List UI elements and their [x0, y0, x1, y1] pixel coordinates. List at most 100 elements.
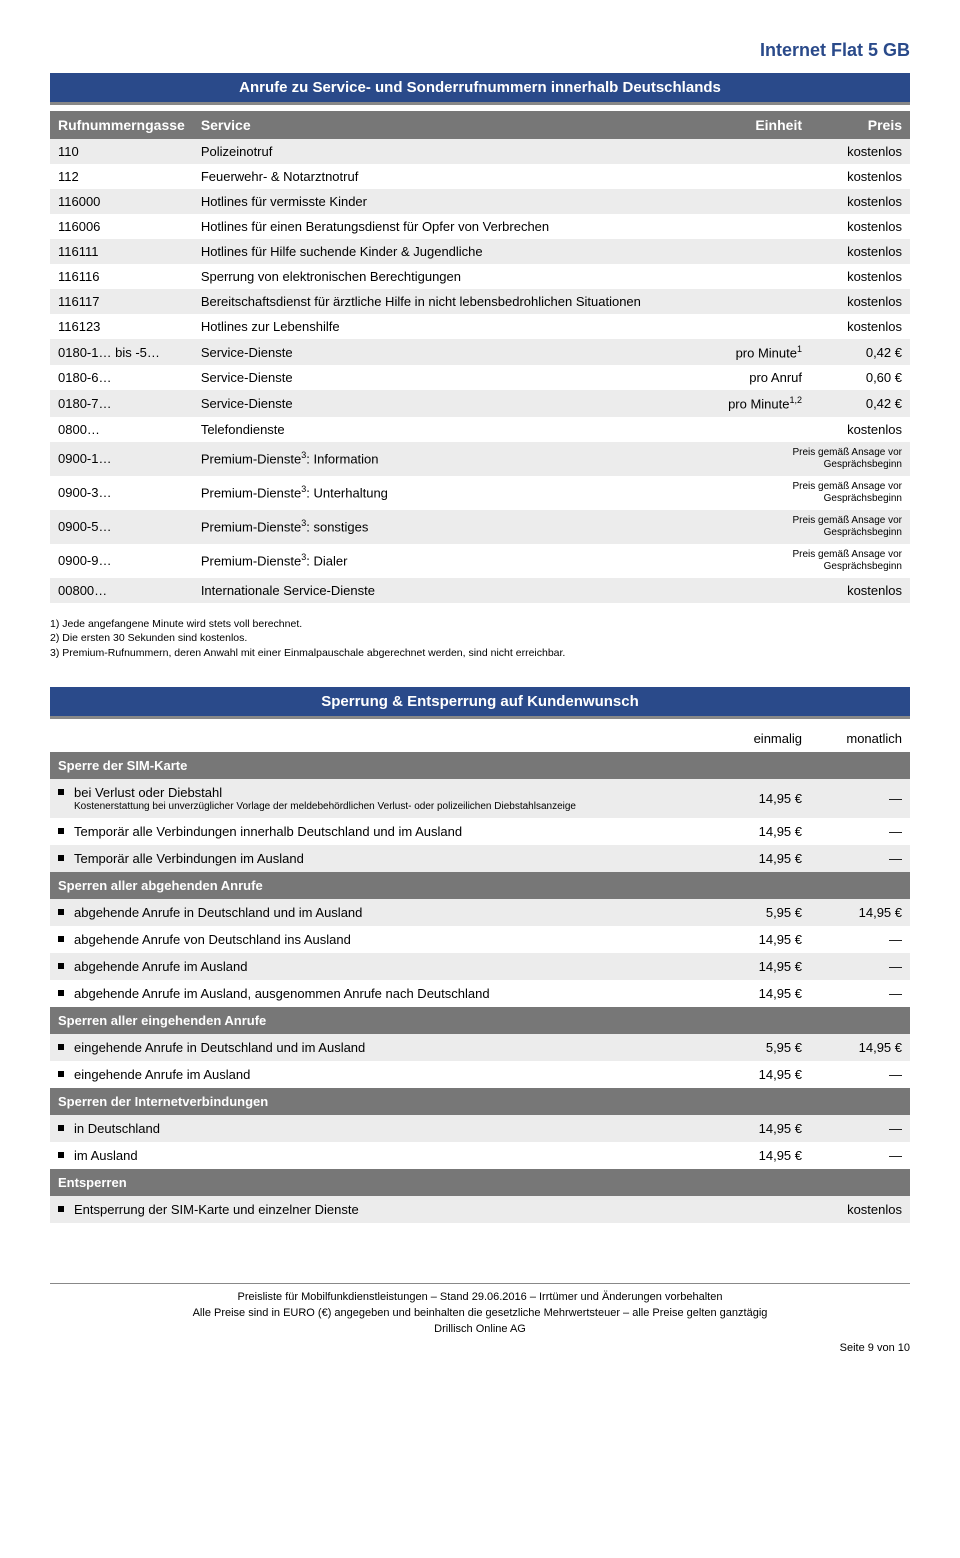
table-subhead: Sperren aller abgehenden Anrufe: [50, 872, 910, 899]
cell-label: abgehende Anrufe im Ausland: [50, 953, 710, 980]
cell-einmalig: 5,95 €: [710, 899, 810, 926]
cell-service: Service-Dienste: [193, 339, 690, 365]
sperrung-table: einmalig monatlich Sperre der SIM-Karteb…: [50, 725, 910, 1223]
table-row: 0900-5…Premium-Dienste3: sonstigesPreis …: [50, 510, 910, 544]
cell-einmalig: 14,95 €: [710, 845, 810, 872]
page-footer: Preisliste für Mobilfunkdienstleistungen…: [50, 1283, 910, 1357]
cell-price: kostenlos: [690, 264, 910, 289]
footer-line3: Drillisch Online AG: [50, 1322, 910, 1338]
table-row: in Deutschland14,95 €—: [50, 1115, 910, 1142]
cell-service: Bereitschaftsdienst für ärztliche Hilfe …: [193, 289, 690, 314]
cell-price: kostenlos: [690, 139, 910, 164]
bullet-icon: [58, 1206, 64, 1212]
table-row: abgehende Anrufe im Ausland, ausgenommen…: [50, 980, 910, 1007]
bullet-icon: [58, 1071, 64, 1077]
cell-price: kostenlos: [690, 164, 910, 189]
cell-einmalig: 14,95 €: [710, 953, 810, 980]
subhead-cell: Entsperren: [50, 1169, 910, 1196]
bullet-icon: [58, 855, 64, 861]
cell-number: 116000: [50, 189, 193, 214]
cell-number: 112: [50, 164, 193, 189]
table-row: 110Polizeinotrufkostenlos: [50, 139, 910, 164]
cell-monatlich: —: [810, 818, 910, 845]
cell-label: abgehende Anrufe im Ausland, ausgenommen…: [50, 980, 710, 1007]
cell-price: kostenlos: [690, 289, 910, 314]
cell-label: Temporär alle Verbindungen innerhalb Deu…: [50, 818, 710, 845]
cell-price: kostenlos: [690, 239, 910, 264]
cell-service: Telefondienste: [193, 417, 690, 442]
table-row: 116000Hotlines für vermisste Kinderkoste…: [50, 189, 910, 214]
table-row: 116116Sperrung von elektronischen Berech…: [50, 264, 910, 289]
footnote: 3) Premium-Rufnummern, deren Anwahl mit …: [50, 646, 910, 661]
table-row: abgehende Anrufe in Deutschland und im A…: [50, 899, 910, 926]
table-row: abgehende Anrufe von Deutschland ins Aus…: [50, 926, 910, 953]
cell-service: Sperrung von elektronischen Berechtigung…: [193, 264, 690, 289]
subhead-cell: Sperre der SIM-Karte: [50, 752, 910, 779]
subhead-cell: Sperren aller abgehenden Anrufe: [50, 872, 910, 899]
cell-unit: pro Minute1: [690, 339, 810, 365]
cell-label: eingehende Anrufe im Ausland: [50, 1061, 710, 1088]
table-row: im Ausland14,95 €—: [50, 1142, 910, 1169]
cell-number: 0800…: [50, 417, 193, 442]
cell-label: in Deutschland: [50, 1115, 710, 1142]
table-row: 116111Hotlines für Hilfe suchende Kinder…: [50, 239, 910, 264]
cell-price: 0,42 €: [810, 339, 910, 365]
table-row: bei Verlust oder DiebstahlKostenerstattu…: [50, 779, 910, 818]
bullet-icon: [58, 1044, 64, 1050]
cell-price: Preis gemäß Ansage vorGesprächsbeginn: [690, 476, 910, 510]
table-row: 00800…Internationale Service-Dienstekost…: [50, 578, 910, 603]
cell-service: Premium-Dienste3: Information: [193, 442, 690, 476]
table-row: 0900-1…Premium-Dienste3: InformationPrei…: [50, 442, 910, 476]
footnote: 2) Die ersten 30 Sekunden sind kostenlos…: [50, 631, 910, 646]
cell-einmalig: 5,95 €: [710, 1034, 810, 1061]
bullet-icon: [58, 1152, 64, 1158]
table-subhead: Sperren aller eingehenden Anrufe: [50, 1007, 910, 1034]
cell-price: kostenlos: [690, 214, 910, 239]
table-row: 112Feuerwehr- & Notarztnotrufkostenlos: [50, 164, 910, 189]
cell-einmalig: 14,95 €: [710, 1061, 810, 1088]
service-numbers-table: Rufnummerngasse Service Einheit Preis 11…: [50, 111, 910, 603]
table-row: Temporär alle Verbindungen innerhalb Deu…: [50, 818, 910, 845]
subhead-cell: Sperren der Internetverbindungen: [50, 1088, 910, 1115]
cell-service: Hotlines zur Lebenshilfe: [193, 314, 690, 339]
cell-number: 0900-5…: [50, 510, 193, 544]
cell-price: Preis gemäß Ansage vorGesprächsbeginn: [690, 544, 910, 578]
cell-monatlich: —: [810, 953, 910, 980]
cell-number: 0180-6…: [50, 365, 193, 390]
cell-monatlich: —: [810, 1061, 910, 1088]
cell-number: 116116: [50, 264, 193, 289]
cell-service: Hotlines für einen Beratungsdienst für O…: [193, 214, 690, 239]
cell-price: Preis gemäß Ansage vorGesprächsbeginn: [690, 442, 910, 476]
cell-price: kostenlos: [690, 578, 910, 603]
cell-price: kostenlos: [690, 189, 910, 214]
table-row: 116123Hotlines zur Lebenshilfekostenlos: [50, 314, 910, 339]
table-row: 116006Hotlines für einen Beratungsdienst…: [50, 214, 910, 239]
cell-service: Premium-Dienste3: sonstiges: [193, 510, 690, 544]
cell-price: 0,60 €: [810, 365, 910, 390]
cell-service: Polizeinotruf: [193, 139, 690, 164]
th-preis: Preis: [810, 111, 910, 139]
table-row: Entsperrung der SIM-Karte und einzelner …: [50, 1196, 910, 1223]
cell-value: kostenlos: [710, 1196, 910, 1223]
bullet-icon: [58, 1125, 64, 1131]
cell-number: 0900-1…: [50, 442, 193, 476]
cell-label: abgehende Anrufe von Deutschland ins Aus…: [50, 926, 710, 953]
footer-line1: Preisliste für Mobilfunkdienstleistungen…: [50, 1290, 910, 1306]
cell-service: Service-Dienste: [193, 365, 690, 390]
cell-service: Premium-Dienste3: Dialer: [193, 544, 690, 578]
table-row: abgehende Anrufe im Ausland14,95 €—: [50, 953, 910, 980]
cell-label: eingehende Anrufe in Deutschland und im …: [50, 1034, 710, 1061]
cell-price: Preis gemäß Ansage vorGesprächsbeginn: [690, 510, 910, 544]
cell-monatlich: 14,95 €: [810, 899, 910, 926]
cell-einmalig: 14,95 €: [710, 980, 810, 1007]
footer-line2: Alle Preise sind in EURO (€) angegeben u…: [50, 1306, 910, 1322]
cell-einmalig: 14,95 €: [710, 818, 810, 845]
cell-monatlich: —: [810, 1142, 910, 1169]
cell-number: 110: [50, 139, 193, 164]
cell-price: kostenlos: [690, 314, 910, 339]
section2-title: Sperrung & Entsperrung auf Kundenwunsch: [50, 687, 910, 719]
cell-number: 00800…: [50, 578, 193, 603]
cell-unit: pro Anruf: [690, 365, 810, 390]
cell-label: abgehende Anrufe in Deutschland und im A…: [50, 899, 710, 926]
th-monatlich: monatlich: [810, 725, 910, 752]
